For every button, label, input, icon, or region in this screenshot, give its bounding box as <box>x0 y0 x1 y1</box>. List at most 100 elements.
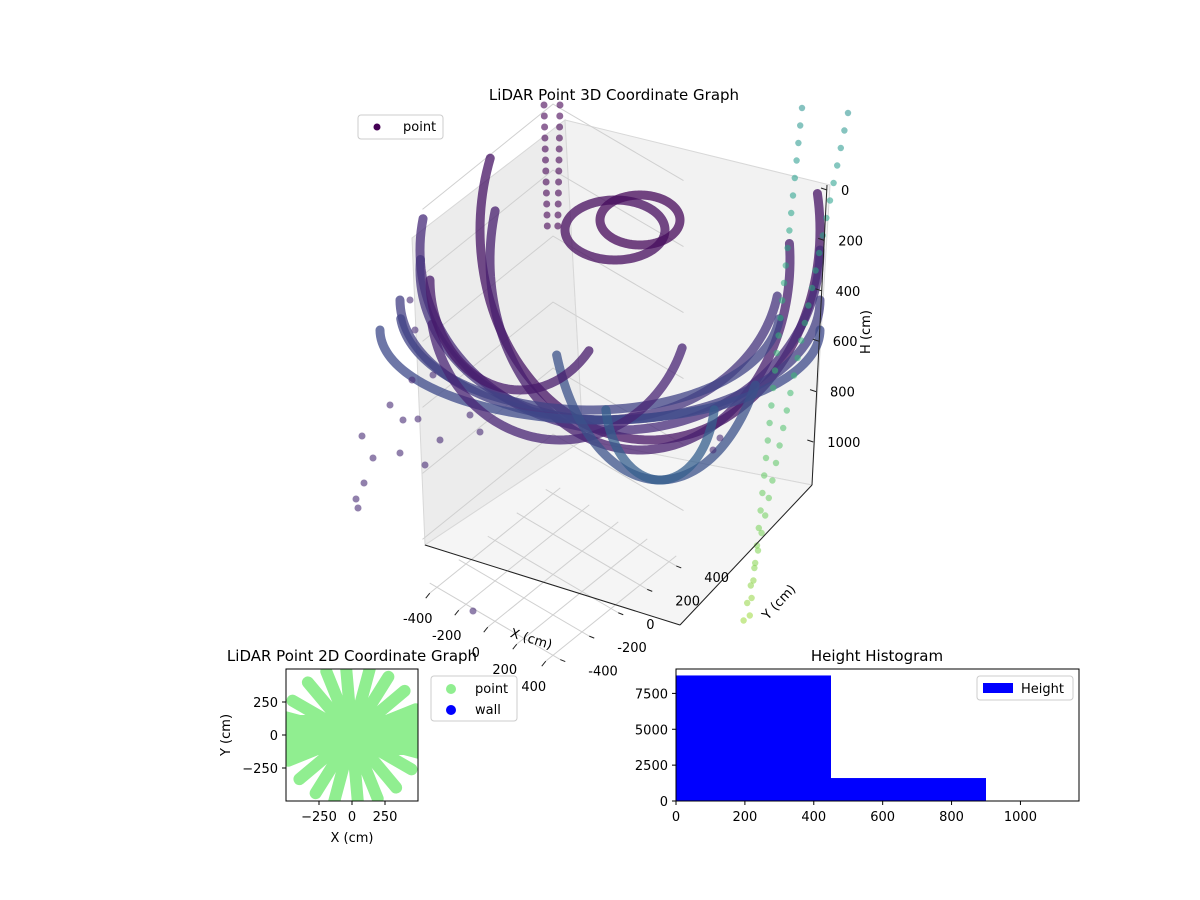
legend-2d: point wall <box>430 675 518 722</box>
y-tick-label-hist: 2500 <box>635 759 668 774</box>
y-tick <box>589 635 595 639</box>
y-tick-label: 400 <box>704 571 729 586</box>
point-marker <box>780 279 788 287</box>
grid-line <box>516 512 648 590</box>
y-tick <box>560 659 566 663</box>
y-tick-label-hist: 0 <box>660 795 668 810</box>
point-series-2d <box>286 669 418 801</box>
point-marker <box>794 354 801 362</box>
grid-line <box>422 169 684 276</box>
chart-title-2d: LiDAR Point 2D Coordinate Graph <box>227 647 477 665</box>
y-tick <box>647 588 653 592</box>
grid-line <box>516 538 648 645</box>
point-marker <box>541 123 549 131</box>
x-tick <box>541 660 547 667</box>
point-marker <box>543 200 551 208</box>
point-marker <box>751 564 758 572</box>
point-marker <box>556 123 564 131</box>
point-marker <box>798 337 805 344</box>
x-tick-label-hist: 200 <box>732 810 757 825</box>
point-marker <box>354 504 362 512</box>
x-axis-label-2d: X (cm) <box>331 831 374 846</box>
ticks-2d: −250 0 250 250 0 −250 <box>242 696 397 825</box>
point-marker <box>758 529 765 537</box>
point-marker <box>740 617 747 624</box>
x-tick-label-2d: 0 <box>348 810 356 825</box>
point-marker <box>754 547 762 554</box>
point-marker <box>786 227 793 234</box>
y-tick-label-2d: −250 <box>242 762 278 777</box>
point-series-3d <box>352 101 852 624</box>
y-axis-label-3d: Y (cm) <box>759 582 799 624</box>
point-cluster-2d <box>322 705 382 765</box>
z-tick-label: 200 <box>838 234 863 249</box>
point-marker <box>414 415 422 423</box>
z-tick <box>818 237 825 241</box>
point-ring <box>427 319 687 445</box>
point-marker <box>834 162 841 169</box>
point-marker <box>466 411 474 419</box>
point-marker <box>779 297 786 304</box>
point-marker <box>746 612 753 619</box>
point-marker <box>543 222 551 230</box>
legend-label-point-2d: point <box>475 682 508 697</box>
legend-label-wall-2d: wall <box>475 703 501 718</box>
point-marker <box>352 495 360 503</box>
point-marker <box>541 134 549 142</box>
point-marker <box>369 454 377 462</box>
plot-histogram: Height Histogram 0 200 400 600 800 1000 0 2500 5… <box>635 647 1080 825</box>
point-marker <box>542 167 550 175</box>
z-axis-label-3d: H (cm) <box>859 310 874 354</box>
point-marker <box>782 262 789 269</box>
point-marker <box>808 284 816 292</box>
point-marker <box>476 428 484 436</box>
y-tick-label-hist: 7500 <box>635 687 668 702</box>
point-marker <box>542 178 550 186</box>
x-tick <box>512 643 518 650</box>
point-marker <box>408 376 416 384</box>
point-marker <box>816 249 823 257</box>
grid-line <box>422 433 684 540</box>
y-tick <box>618 612 624 616</box>
grid-3d <box>422 103 684 662</box>
histogram-bar <box>676 675 831 801</box>
z-axis-line <box>811 184 828 486</box>
plot-2d: LiDAR Point 2D Coordinate Graph −250 0 250… <box>219 647 518 846</box>
point-marker <box>406 296 414 304</box>
z-tick <box>815 288 822 292</box>
legend-hist: Height <box>976 675 1074 701</box>
x-tick-label-hist: 400 <box>801 810 826 825</box>
point-marker <box>469 607 477 615</box>
x-tick-label-hist: 1000 <box>1004 810 1037 825</box>
x-axis-label-3d: X (cm) <box>508 626 554 653</box>
point-marker <box>762 512 769 519</box>
z-tick <box>812 338 819 342</box>
y-tick-label: 200 <box>675 594 700 609</box>
legend-label-point-3d: point <box>403 120 436 135</box>
legend-label-height: Height <box>1021 682 1064 697</box>
point-marker <box>386 401 394 409</box>
chart-title-hist: Height Histogram <box>811 647 943 665</box>
point-marker <box>841 127 848 134</box>
point-marker <box>542 189 550 197</box>
point-marker <box>789 192 797 199</box>
point-marker <box>753 542 761 549</box>
point-marker <box>776 442 783 449</box>
point-marker <box>755 524 762 532</box>
point-marker <box>761 472 768 479</box>
grid-line <box>545 555 677 662</box>
y-tick-label: -400 <box>588 665 618 680</box>
point-marker <box>540 101 548 109</box>
point-marker <box>554 222 562 230</box>
y-tick-label: 0 <box>646 618 654 633</box>
point-marker <box>793 157 800 164</box>
point-marker <box>555 145 563 153</box>
point-marker <box>795 139 802 147</box>
legend-marker-point <box>373 123 381 131</box>
point-marker <box>791 174 798 182</box>
x-tick <box>425 592 431 599</box>
point-marker <box>798 104 806 112</box>
point-marker <box>770 384 777 392</box>
y-tick-label-2d: 250 <box>253 696 278 711</box>
